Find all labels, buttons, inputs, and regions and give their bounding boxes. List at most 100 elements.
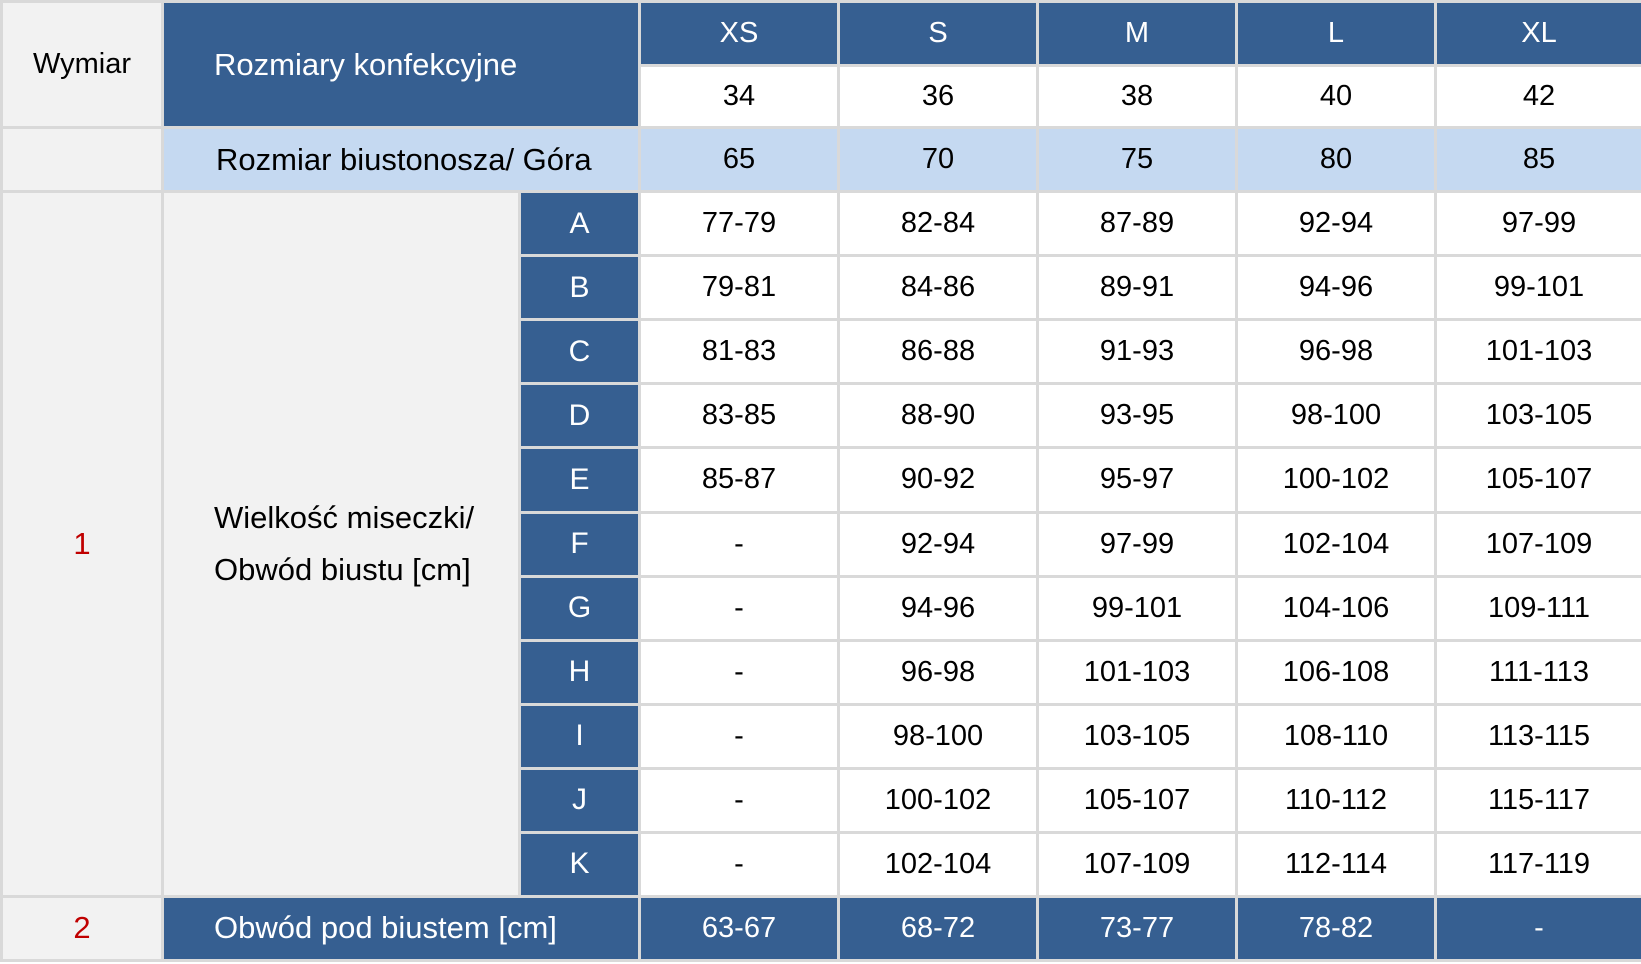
table-cell: 105-107 [1036,766,1238,834]
table-cell: 113-115 [1434,702,1641,770]
table-cell: 107-109 [1036,830,1238,898]
table-cell: 105-107 [1434,446,1641,514]
table-cell: 109-111 [1434,574,1641,642]
table-cell: 87-89 [1036,190,1238,258]
size-letter-row: Wymiar Rozmiary konfekcyjne XS S M L XL [0,0,1641,130]
table-cell: 92-94 [837,510,1039,578]
eu-size-cell: 40 [1235,64,1437,130]
table-cell: - [638,638,840,706]
cup-letter: C [518,318,641,386]
cup-letter: J [518,766,641,834]
dimension-header: Wymiar [0,0,164,130]
cup-letter: K [518,830,641,898]
table-cell: 103-105 [1036,702,1238,770]
eu-size-cell: 42 [1434,64,1641,130]
section-number-2: 2 [0,894,164,963]
cup-measure-label: Wielkość miseczki/Obwód biustu [cm] [161,190,521,898]
table-cell: 98-100 [1235,382,1437,450]
table-cell: 101-103 [1036,638,1238,706]
table-cell: 82-84 [837,190,1039,258]
size-s-header: S [837,0,1039,68]
band-size-cell: 80 [1235,126,1437,194]
band-size-cell: 85 [1434,126,1641,194]
table-cell: 117-119 [1434,830,1641,898]
band-size-cell: 75 [1036,126,1238,194]
table-cell: 94-96 [837,574,1039,642]
table-cell: 96-98 [1235,318,1437,386]
table-cell: 99-101 [1036,574,1238,642]
table-cell: 100-102 [1235,446,1437,514]
table-cell: 92-94 [1235,190,1437,258]
table-row: D 83-85 88-90 93-95 98-100 103-105 [2,382,1641,450]
size-xs-header: XS [638,0,840,68]
cup-letter: D [518,382,641,450]
table-cell: - [638,830,840,898]
underbust-cell: - [1434,894,1641,963]
table-cell: 115-117 [1434,766,1641,834]
eu-size-cell: 36 [837,64,1039,130]
size-xl-header: XL [1434,0,1641,68]
cup-letter: B [518,254,641,322]
table-cell: 101-103 [1434,318,1641,386]
cup-measure-label-line1: Wielkość miseczki/ [214,500,475,536]
clothing-sizes-header: Rozmiary konfekcyjne [161,0,641,130]
table-cell: 111-113 [1434,638,1641,706]
eu-size-row: 34 36 38 40 42 [2,64,1641,130]
table-cell: 97-99 [1036,510,1238,578]
table-cell: 77-79 [638,190,840,258]
underbust-cell: 78-82 [1235,894,1437,963]
table-cell: 98-100 [837,702,1039,770]
table-cell: 85-87 [638,446,840,514]
cup-letter: H [518,638,641,706]
table-cell: 100-102 [837,766,1039,834]
bra-size-row: Rozmiar biustonosza/ Góra 65 70 75 80 85 [0,126,1641,194]
table-cell: 86-88 [837,318,1039,386]
underbust-cell: 68-72 [837,894,1039,963]
table-cell: 88-90 [837,382,1039,450]
table-cell: 102-104 [1235,510,1437,578]
table-cell: 84-86 [837,254,1039,322]
cup-letter: E [518,446,641,514]
cup-letter: G [518,574,641,642]
underbust-cell: 63-67 [638,894,840,963]
band-size-cell: 70 [837,126,1039,194]
underbust-label: Obwód pod biustem [cm] [161,894,641,963]
table-row: K - 102-104 107-109 112-114 117-119 [2,830,1641,898]
table-cell: 96-98 [837,638,1039,706]
underbust-row: 2 Obwód pod biustem [cm] 63-67 68-72 73-… [0,894,1641,963]
table-cell: 81-83 [638,318,840,386]
table-row: F - 92-94 97-99 102-104 107-109 [2,510,1641,578]
table-row: G - 94-96 99-101 104-106 109-111 [2,574,1641,642]
table-cell: 93-95 [1036,382,1238,450]
size-l-header: L [1235,0,1437,68]
cup-letter: F [518,510,641,578]
size-m-header: M [1036,0,1238,68]
table-row: H - 96-98 101-103 106-108 111-113 [2,638,1641,706]
table-cell: 108-110 [1235,702,1437,770]
table-row: I - 98-100 103-105 108-110 113-115 [2,702,1641,770]
eu-size-cell: 34 [638,64,840,130]
table-cell: - [638,766,840,834]
band-size-cell: 65 [638,126,840,194]
table-cell: 104-106 [1235,574,1437,642]
cup-measure-label-line2: Obwód biustu [cm] [214,552,471,588]
table-cell: 90-92 [837,446,1039,514]
table-cell: 103-105 [1434,382,1641,450]
table-cell: 91-93 [1036,318,1238,386]
table-cell: 110-112 [1235,766,1437,834]
table-cell: 99-101 [1434,254,1641,322]
table-cell: 97-99 [1434,190,1641,258]
table-cell: 106-108 [1235,638,1437,706]
section-number-1: 1 [0,190,164,898]
underbust-cell: 73-77 [1036,894,1238,963]
table-cell: 83-85 [638,382,840,450]
table-cell: - [638,702,840,770]
table-cell: 102-104 [837,830,1039,898]
eu-size-cell: 38 [1036,64,1238,130]
table-row: B 79-81 84-86 89-91 94-96 99-101 [2,254,1641,322]
empty-cell [0,126,164,194]
table-cell: 112-114 [1235,830,1437,898]
table-row: C 81-83 86-88 91-93 96-98 101-103 [2,318,1641,386]
table-cell: 79-81 [638,254,840,322]
